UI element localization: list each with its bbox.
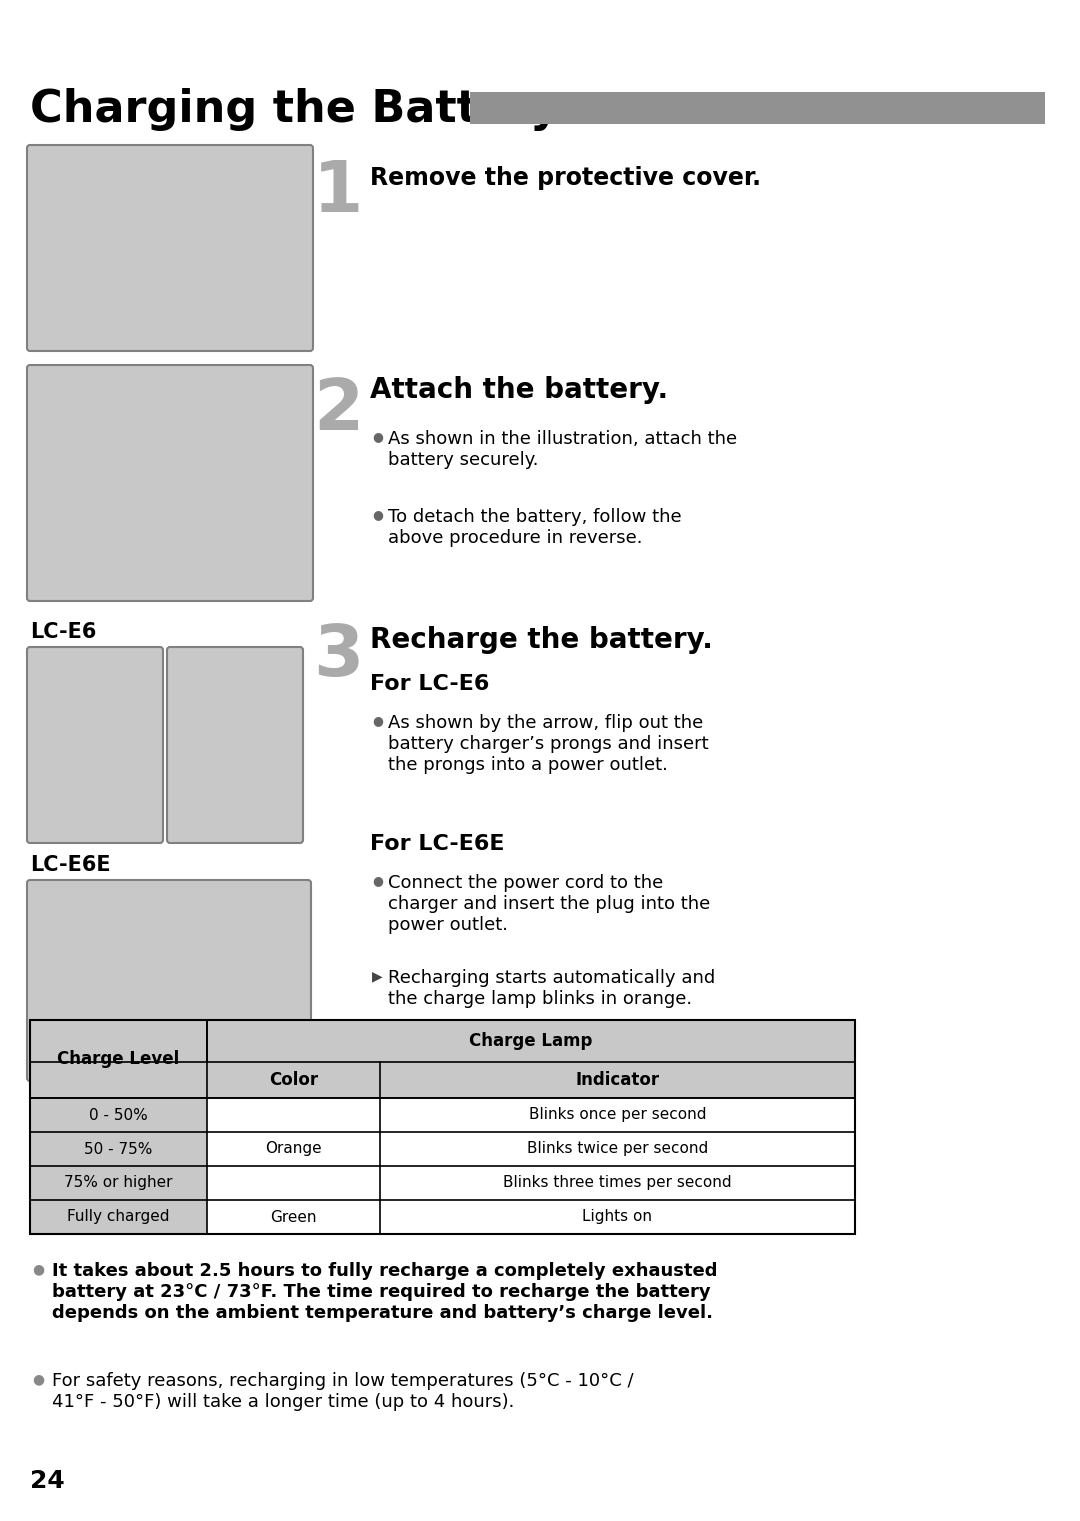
Text: Color: Color <box>269 1071 319 1089</box>
Text: Blinks twice per second: Blinks twice per second <box>527 1141 708 1156</box>
Text: As shown in the illustration, attach the
battery securely.: As shown in the illustration, attach the… <box>388 430 738 468</box>
Text: ●: ● <box>372 713 383 727</box>
FancyBboxPatch shape <box>27 144 313 351</box>
Text: Charge Level: Charge Level <box>57 1049 179 1068</box>
Text: 24: 24 <box>30 1469 65 1494</box>
Text: 2: 2 <box>313 376 363 446</box>
Bar <box>30 1021 855 1234</box>
Text: ●: ● <box>372 430 383 443</box>
FancyBboxPatch shape <box>27 365 313 601</box>
Text: Orange: Orange <box>266 1141 322 1156</box>
Text: LC-E6E: LC-E6E <box>30 855 110 875</box>
Text: 3: 3 <box>313 622 363 691</box>
Text: Charge Lamp: Charge Lamp <box>470 1033 593 1049</box>
Bar <box>30 1098 207 1234</box>
Text: 1: 1 <box>313 158 363 227</box>
Text: To detach the battery, follow the
above procedure in reverse.: To detach the battery, follow the above … <box>388 508 681 548</box>
Bar <box>30 1062 855 1098</box>
Text: For LC-E6E: For LC-E6E <box>370 834 504 853</box>
Text: ●: ● <box>32 1262 44 1276</box>
Text: LC-E6: LC-E6 <box>30 622 96 642</box>
Text: 75% or higher: 75% or higher <box>64 1176 173 1191</box>
Text: ●: ● <box>32 1372 44 1386</box>
Text: Recharge the battery.: Recharge the battery. <box>370 627 713 654</box>
FancyBboxPatch shape <box>27 646 163 843</box>
Text: As shown by the arrow, flip out the
battery charger’s prongs and insert
the pron: As shown by the arrow, flip out the batt… <box>388 713 708 774</box>
Text: Connect the power cord to the
charger and insert the plug into the
power outlet.: Connect the power cord to the charger an… <box>388 875 711 934</box>
Text: ●: ● <box>372 875 383 887</box>
Text: Blinks once per second: Blinks once per second <box>529 1107 706 1122</box>
Text: Recharging starts automatically and
the charge lamp blinks in orange.: Recharging starts automatically and the … <box>388 969 715 1008</box>
Text: Charging the Battery: Charging the Battery <box>30 88 559 131</box>
Text: Lights on: Lights on <box>582 1209 652 1224</box>
Text: For LC-E6: For LC-E6 <box>370 674 489 694</box>
Text: Green: Green <box>270 1209 316 1224</box>
FancyBboxPatch shape <box>27 881 311 1081</box>
FancyBboxPatch shape <box>167 646 303 843</box>
Text: Indicator: Indicator <box>576 1071 660 1089</box>
Text: Fully charged: Fully charged <box>67 1209 170 1224</box>
Text: Blinks three times per second: Blinks three times per second <box>503 1176 732 1191</box>
Text: For safety reasons, recharging in low temperatures (5°C - 10°C /
41°F - 50°F) wi: For safety reasons, recharging in low te… <box>52 1372 634 1411</box>
Bar <box>470 91 1045 125</box>
Bar <box>30 1021 855 1062</box>
Text: Attach the battery.: Attach the battery. <box>370 376 669 405</box>
Text: Remove the protective cover.: Remove the protective cover. <box>370 166 761 190</box>
Text: ▶: ▶ <box>372 969 382 983</box>
Text: ●: ● <box>372 508 383 522</box>
Text: 0 - 50%: 0 - 50% <box>90 1107 148 1122</box>
Text: It takes about 2.5 hours to fully recharge a completely exhausted
battery at 23°: It takes about 2.5 hours to fully rechar… <box>52 1262 717 1322</box>
Text: 50 - 75%: 50 - 75% <box>84 1141 152 1156</box>
